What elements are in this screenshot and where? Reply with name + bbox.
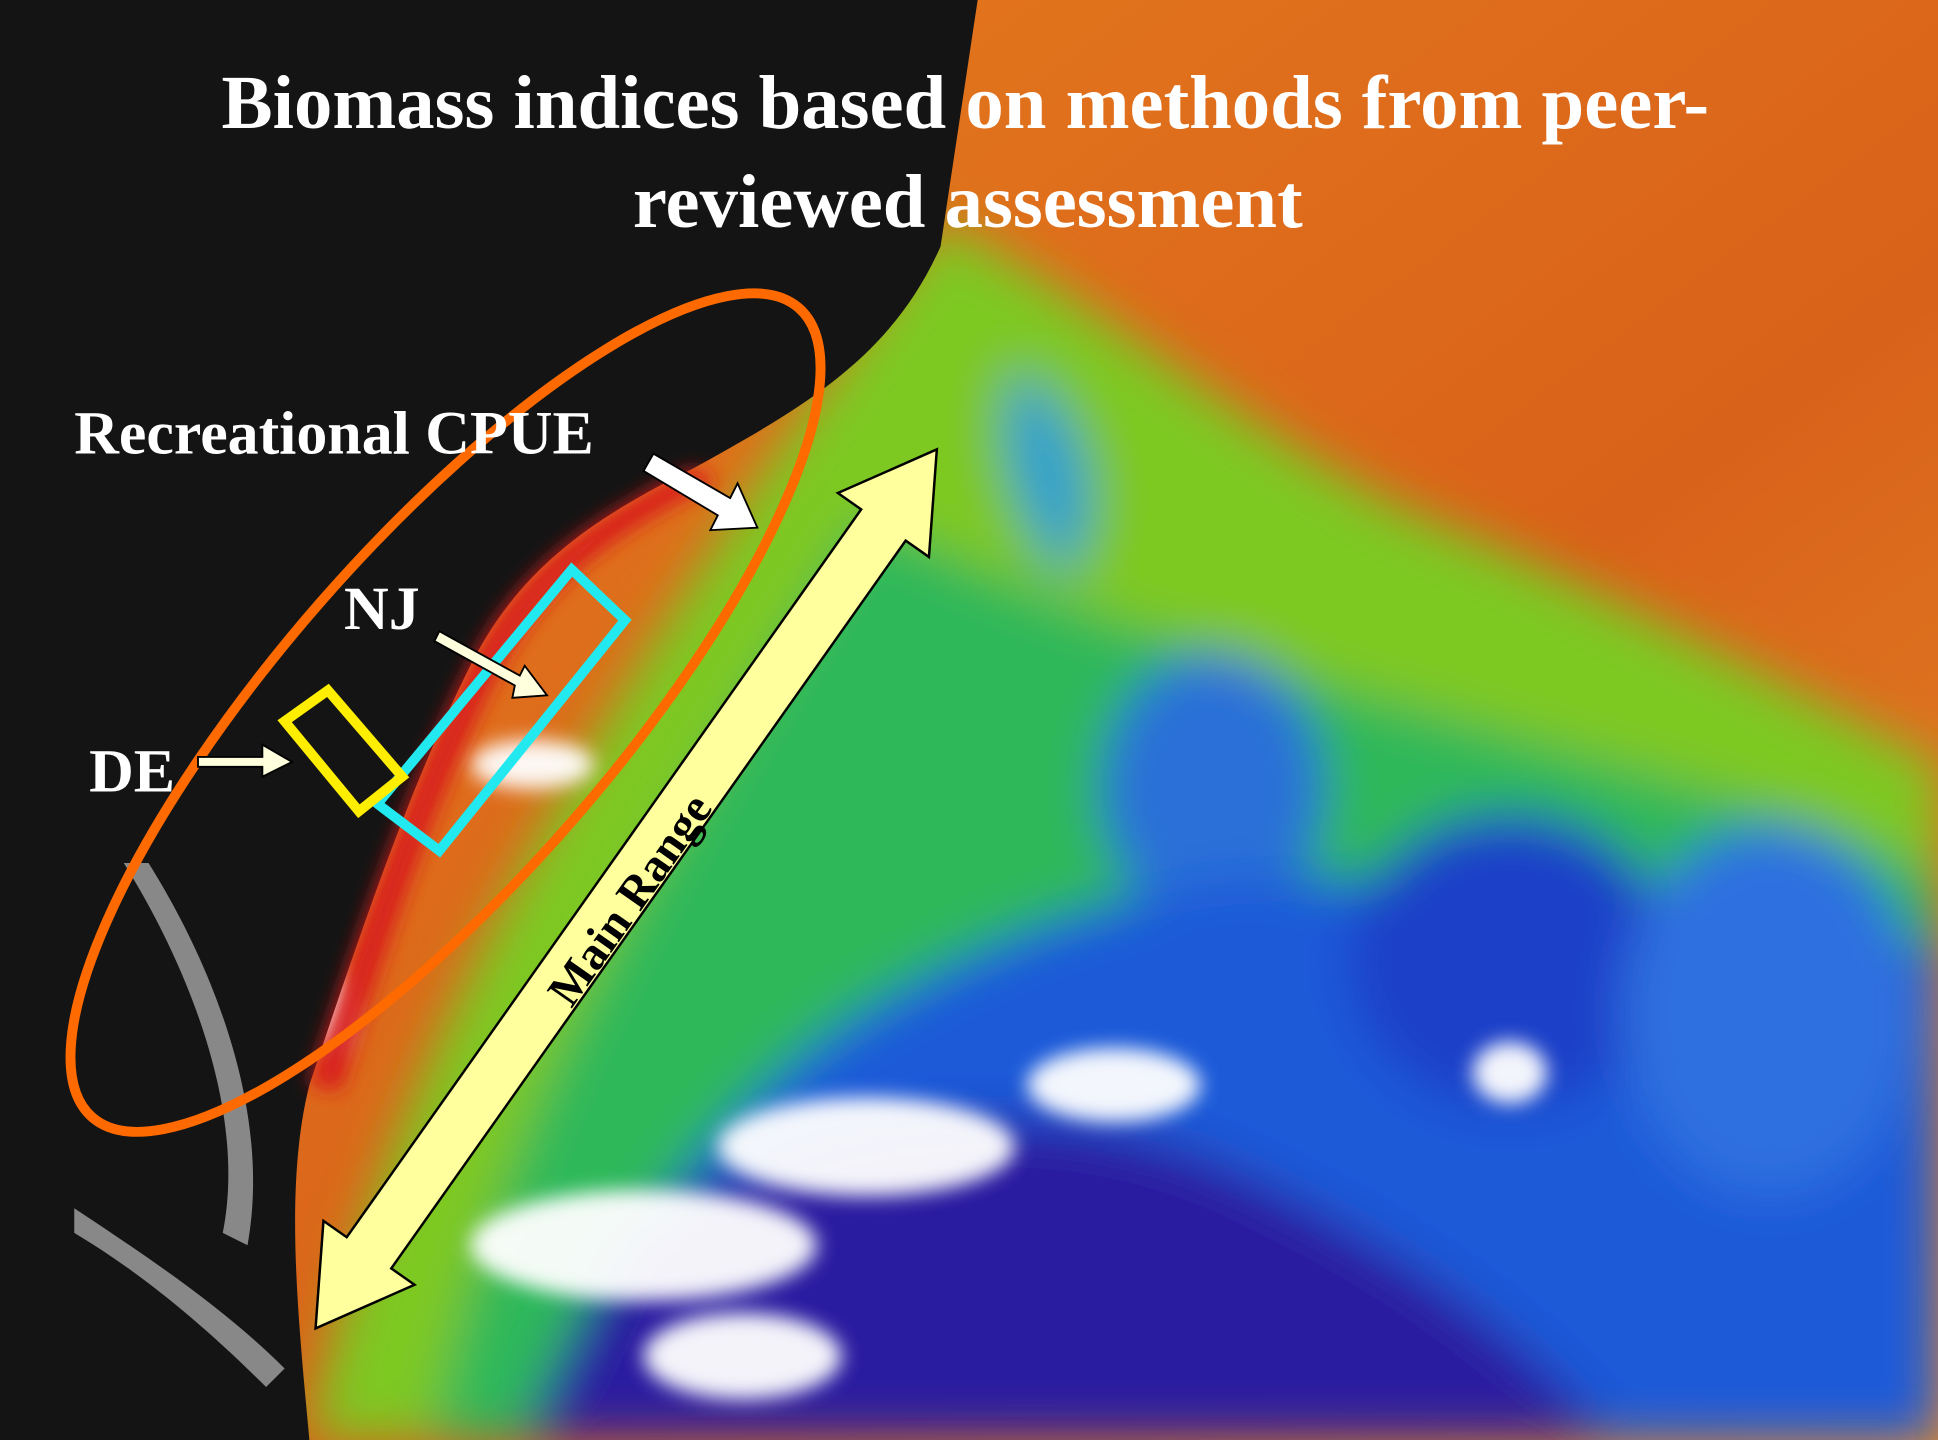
nj-box	[370, 562, 632, 858]
title-line: reviewed assessment	[633, 159, 1303, 244]
de-box	[277, 683, 410, 819]
de-label: DE	[89, 738, 175, 806]
title-line: Biomass indices based on methods from pe…	[221, 60, 1709, 145]
estuary	[74, 863, 285, 1387]
nj-label: NJ	[344, 575, 420, 643]
main-range-arrow	[314, 447, 939, 1331]
annotations	[65, 288, 939, 1331]
recreational-ellipse	[65, 288, 826, 1137]
pointer-arrows	[197, 452, 759, 779]
recreational-label: Recreational CPUE	[74, 400, 593, 468]
land	[0, 0, 978, 1440]
